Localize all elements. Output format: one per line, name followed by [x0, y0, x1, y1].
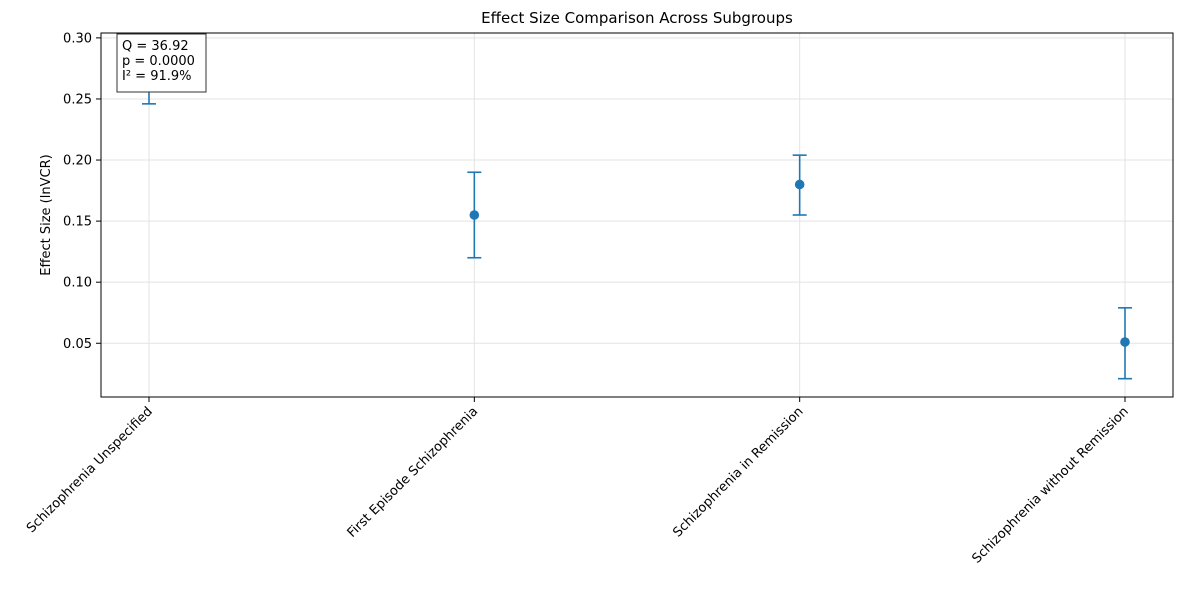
data-point: [1120, 337, 1130, 347]
data-point: [469, 210, 480, 220]
stats-annotation: Q = 36.92 p = 0.0000 I² = 91.9%: [116, 33, 207, 93]
y-axis-ticks: 0.05 0.10 0.15 0.20 0.25 0.30: [63, 31, 101, 352]
y-tick-label: 0.15: [63, 215, 92, 230]
y-tick-label: 0.20: [63, 154, 92, 169]
y-tick-label: 0.25: [63, 92, 92, 107]
stats-q-value: Q = 36.92: [122, 39, 189, 54]
y-tick-label: 0.05: [63, 337, 92, 352]
stats-box-frame: [116, 33, 207, 93]
y-tick-label: 0.10: [63, 276, 92, 291]
data-point: [794, 179, 805, 190]
y-tick-label: 0.30: [63, 31, 92, 46]
chart-title: Effect Size Comparison Across Subgroups: [481, 9, 793, 27]
y-axis-label: Effect Size (lnVCR): [39, 154, 54, 275]
stats-p-value: p = 0.0000: [122, 54, 195, 69]
plot-frame: [100, 32, 1174, 398]
stats-i2-value: I² = 91.9%: [122, 69, 192, 84]
